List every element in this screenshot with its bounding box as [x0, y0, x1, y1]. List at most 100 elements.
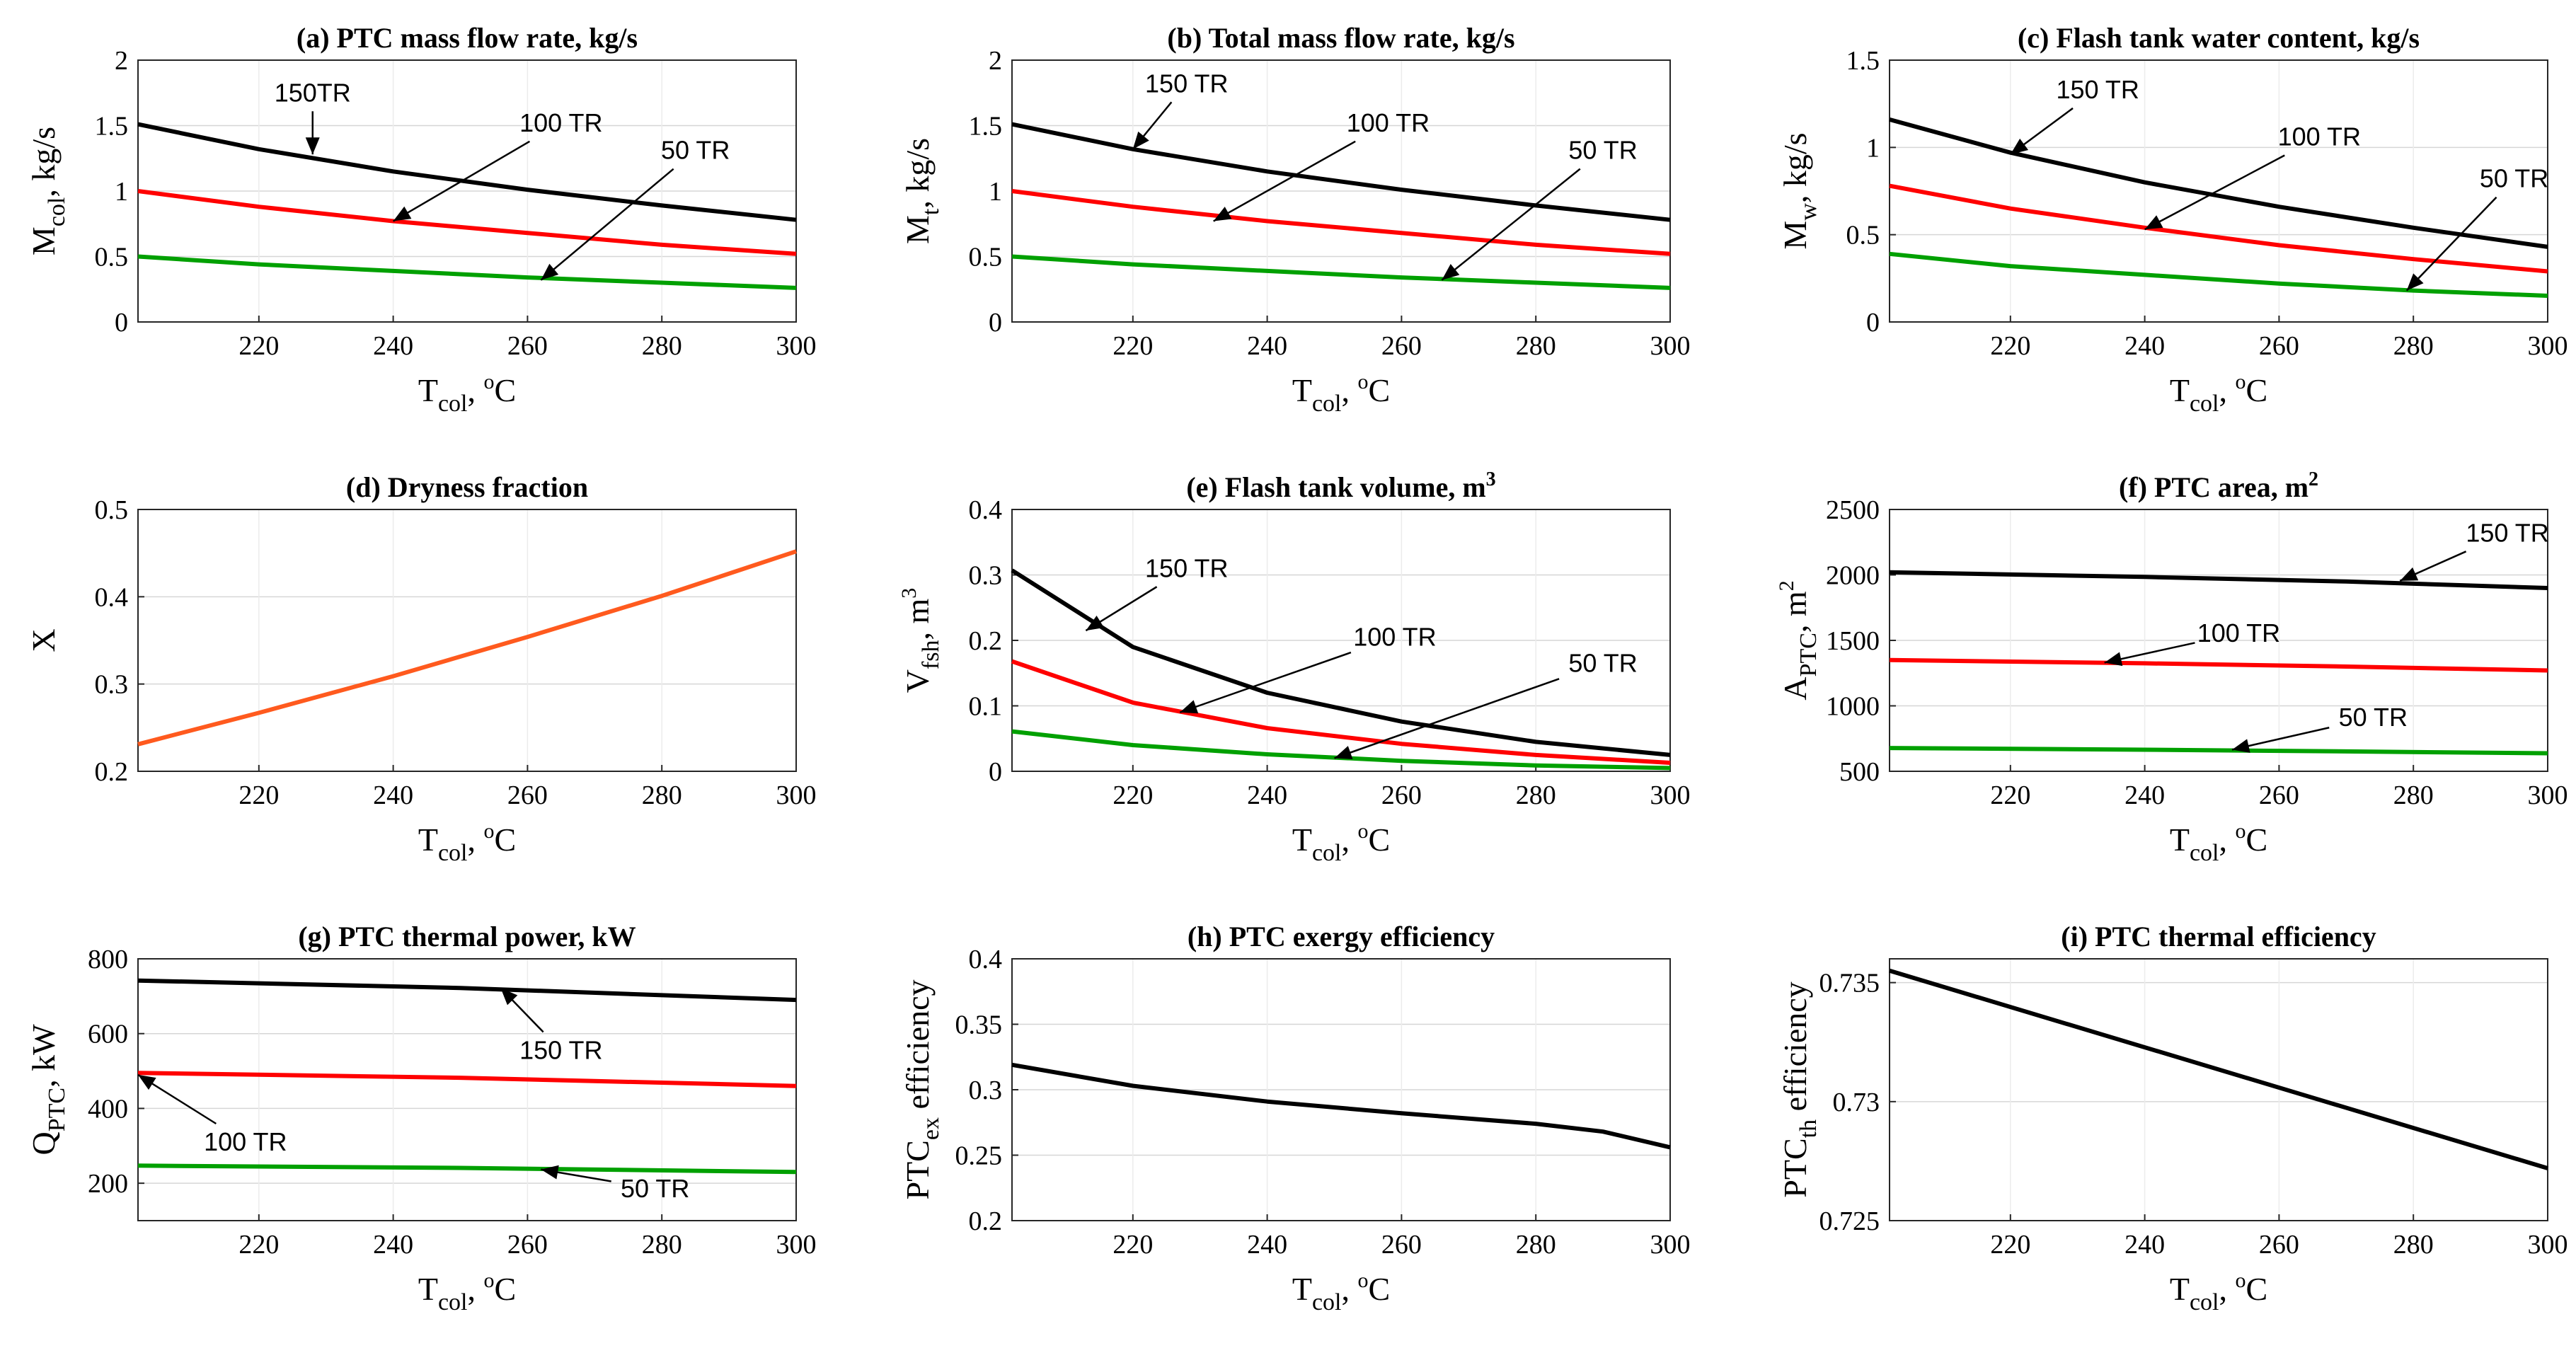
y-tick-label: 1000 — [1826, 692, 1880, 722]
series-line — [1011, 254, 1671, 290]
y-tick-label: 2500 — [1826, 495, 1880, 525]
x-tick-label: 280 — [1516, 331, 1556, 361]
y-tick-label: 200 — [88, 1169, 128, 1199]
y-tick-label: 1.5 — [95, 112, 129, 142]
annotation-label: 50 TR — [1568, 136, 1637, 165]
x-tick-label: 260 — [2259, 1230, 2299, 1260]
series-line — [137, 1163, 797, 1175]
series-line — [137, 254, 797, 290]
y-tick-label: 0.5 — [95, 495, 129, 525]
x-tick-label: 220 — [238, 780, 279, 810]
y-tick-label: 0.3 — [95, 670, 129, 700]
x-tick-label: 240 — [1247, 1230, 1287, 1260]
chart-title: (e) Flash tank volume, m3 — [1186, 468, 1495, 503]
x-tick-label: 260 — [2259, 331, 2299, 361]
chart-e: 220 240 260 280 300 0 0.1 0.2 0.3 0.4 (e) Flash ta… — [897, 468, 1691, 866]
y-tick-label: 0.3 — [969, 1076, 1003, 1105]
chart-title: (c) Flash tank water content, kg/s — [2018, 22, 2420, 54]
x-tick-label: 240 — [373, 780, 413, 810]
series-line — [1889, 570, 2548, 590]
chart-f: 220 240 260 280 300 500 1000 1500 2000 2500 (f) PT… — [1775, 468, 2568, 866]
x-tick-label: 260 — [507, 331, 548, 361]
x-tick-label: 280 — [642, 331, 682, 361]
chart-c: 220 240 260 280 300 0 0.5 1 1.5 (c) Flash tank wa… — [1777, 22, 2568, 417]
annotation-arrow — [540, 168, 674, 281]
y-tick-label: 2000 — [1826, 561, 1880, 591]
x-tick-label: 220 — [1990, 780, 2030, 810]
x-tick-label: 280 — [2393, 331, 2434, 361]
annotation-label: 100 TR — [519, 108, 602, 137]
y-tick-label: 0.2 — [95, 757, 129, 787]
arrow-head — [2104, 652, 2123, 667]
axes-box — [1889, 958, 2548, 1221]
x-axis-label: Tcol, oC — [418, 1269, 516, 1315]
arrow-head — [1132, 131, 1149, 149]
annotation-label: 100 TR — [2278, 122, 2361, 151]
x-tick-label: 220 — [238, 331, 279, 361]
y-tick-label: 0.25 — [955, 1141, 1003, 1171]
x-tick-label: 240 — [2124, 780, 2165, 810]
y-tick-label: 800 — [88, 945, 128, 974]
y-axis-label: APTC, m2 — [1775, 580, 1822, 700]
y-tick-label: 0.1 — [969, 692, 1003, 722]
y-tick-label: 1 — [1866, 133, 1880, 163]
y-axis-label: Vfsh, m3 — [897, 588, 944, 693]
x-tick-label: 260 — [1381, 331, 1422, 361]
y-tick-label: 1.5 — [969, 112, 1003, 142]
annotation-arrow — [392, 140, 531, 222]
y-axis-label: X — [25, 628, 62, 652]
series-line — [1889, 251, 2548, 298]
arrow-head — [1213, 207, 1232, 221]
arrow-head — [541, 1165, 559, 1180]
chart-g: 220 240 260 280 300 200 400 600 800 (g) PTC therm… — [25, 921, 817, 1315]
arrow-head — [2231, 739, 2250, 753]
y-axis-label: PTCex efficiency — [899, 979, 944, 1199]
annotation-label: 50 TR — [2480, 164, 2548, 193]
annotation-label: 100 TR — [1353, 622, 1436, 651]
arrow-head — [1086, 616, 1105, 631]
y-tick-label: 2 — [115, 46, 128, 76]
y-tick-label: 0 — [989, 308, 1002, 338]
y-tick-label: 0.35 — [955, 1010, 1003, 1040]
annotation-label: 150 TR — [1145, 69, 1228, 98]
y-tick-label: 400 — [88, 1094, 128, 1124]
axes-box — [137, 958, 797, 1221]
arrow-head — [2144, 215, 2163, 230]
x-axis-label: Tcol, oC — [2170, 1269, 2267, 1315]
annotation-arrow — [1213, 140, 1356, 222]
arrow-head — [500, 988, 518, 1006]
y-axis-label: PTCth efficiency — [1777, 981, 1822, 1197]
x-tick-label: 240 — [373, 331, 413, 361]
y-tick-label: 0.5 — [1846, 221, 1880, 250]
y-tick-label: 0.725 — [1819, 1206, 1880, 1236]
annotation-label: 50 TR — [1568, 648, 1637, 677]
x-tick-label: 300 — [2528, 1230, 2568, 1260]
y-axis-label: Mcol, kg/s — [25, 127, 70, 255]
y-tick-label: 600 — [88, 1020, 128, 1049]
chart-i: 220 240 260 280 300 0.725 0.73 0.735 (i) PTC the… — [1777, 921, 2568, 1315]
series-line — [1011, 189, 1671, 256]
series-line — [1011, 1062, 1671, 1150]
x-tick-label: 260 — [507, 1230, 548, 1260]
y-tick-label: 0.2 — [969, 1206, 1003, 1236]
series-line — [137, 1071, 797, 1088]
y-axis-label: QPTC, kW — [25, 1024, 70, 1156]
annotation-label: 50 TR — [661, 136, 730, 165]
plot-area — [138, 959, 796, 1221]
arrow-head — [1180, 700, 1199, 714]
x-tick-label: 220 — [1990, 1230, 2030, 1260]
y-tick-label: 2 — [989, 46, 1002, 76]
arrow-head — [2406, 273, 2424, 291]
y-tick-label: 1.5 — [1846, 46, 1880, 76]
y-tick-label: 0.735 — [1819, 969, 1880, 998]
arrow-head — [393, 206, 412, 221]
x-tick-label: 280 — [2393, 780, 2434, 810]
y-tick-label: 500 — [1839, 757, 1880, 787]
annotation-arrow — [1179, 651, 1352, 713]
x-axis-label: Tcol, oC — [418, 819, 516, 866]
arrow-head — [541, 263, 559, 280]
series-line — [1011, 659, 1671, 765]
annotation-label: 100 TR — [204, 1127, 287, 1156]
x-tick-label: 280 — [642, 1230, 682, 1260]
